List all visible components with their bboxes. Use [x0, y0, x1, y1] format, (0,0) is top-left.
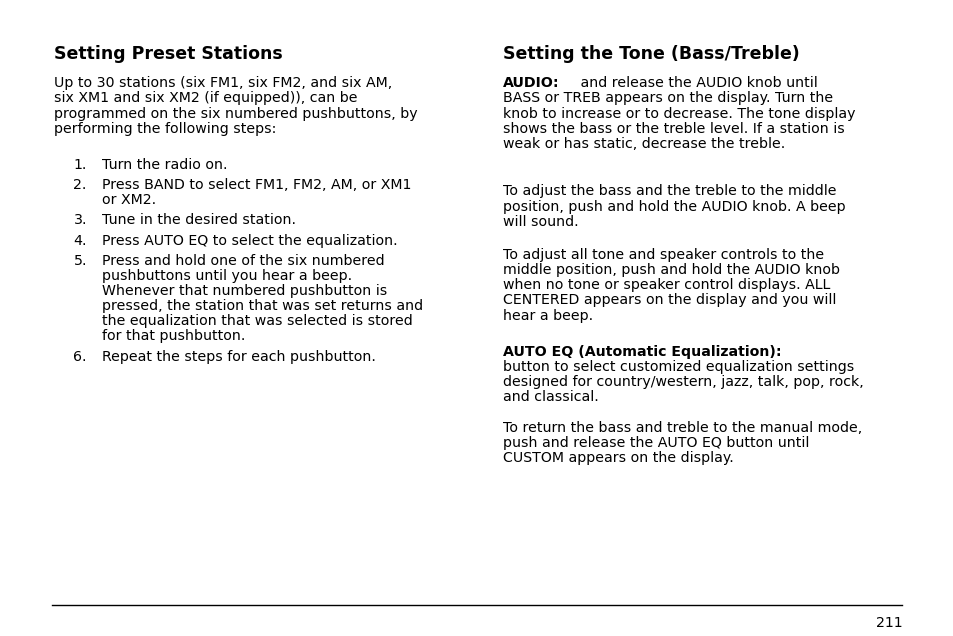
- Text: AUTO EQ (Automatic Equalization):: AUTO EQ (Automatic Equalization):: [502, 345, 781, 359]
- Text: Setting Preset Stations: Setting Preset Stations: [54, 45, 283, 62]
- Text: weak or has static, decrease the treble.: weak or has static, decrease the treble.: [502, 137, 784, 151]
- Text: 2.: 2.: [73, 178, 87, 192]
- Text: and release the AUDIO knob until: and release the AUDIO knob until: [576, 76, 817, 90]
- Text: the equalization that was selected is stored: the equalization that was selected is st…: [102, 314, 413, 328]
- Text: To adjust all tone and speaker controls to the: To adjust all tone and speaker controls …: [502, 248, 823, 262]
- Text: Repeat the steps for each pushbutton.: Repeat the steps for each pushbutton.: [102, 350, 375, 364]
- Text: pressed, the station that was set returns and: pressed, the station that was set return…: [102, 299, 423, 313]
- Text: pushbuttons until you hear a beep.: pushbuttons until you hear a beep.: [102, 269, 352, 283]
- Text: 6.: 6.: [73, 350, 87, 364]
- Text: Up to 30 stations (six FM1, six FM2, and six AM,: Up to 30 stations (six FM1, six FM2, and…: [54, 76, 393, 90]
- Text: and classical.: and classical.: [502, 390, 598, 404]
- Text: CENTERED appears on the display and you will: CENTERED appears on the display and you …: [502, 293, 835, 307]
- Text: 1.: 1.: [73, 158, 87, 172]
- Text: when no tone or speaker control displays. ALL: when no tone or speaker control displays…: [502, 279, 829, 293]
- Text: Press BAND to select FM1, FM2, AM, or XM1: Press BAND to select FM1, FM2, AM, or XM…: [102, 178, 411, 192]
- Text: 211: 211: [875, 616, 902, 630]
- Text: shows the bass or the treble level. If a station is: shows the bass or the treble level. If a…: [502, 121, 843, 135]
- Text: Turn the radio on.: Turn the radio on.: [102, 158, 228, 172]
- Text: hear a beep.: hear a beep.: [502, 308, 592, 322]
- Text: Press AUTO EQ to select the equalization.: Press AUTO EQ to select the equalization…: [102, 233, 397, 247]
- Text: Setting the Tone (Bass/Treble): Setting the Tone (Bass/Treble): [502, 45, 799, 62]
- Text: 5.: 5.: [73, 254, 87, 268]
- Text: or XM2.: or XM2.: [102, 193, 156, 207]
- Text: 4.: 4.: [73, 233, 87, 247]
- Text: will sound.: will sound.: [502, 215, 578, 229]
- Text: 3.: 3.: [73, 213, 87, 227]
- Text: knob to increase or to decrease. The tone display: knob to increase or to decrease. The ton…: [502, 107, 854, 121]
- Text: BASS or TREB appears on the display. Turn the: BASS or TREB appears on the display. Tur…: [502, 92, 832, 106]
- Text: To return the bass and treble to the manual mode,: To return the bass and treble to the man…: [502, 421, 862, 435]
- Text: To adjust the bass and the treble to the middle: To adjust the bass and the treble to the…: [502, 184, 836, 198]
- Text: Tune in the desired station.: Tune in the desired station.: [102, 213, 295, 227]
- Text: for that pushbutton.: for that pushbutton.: [102, 329, 245, 343]
- Text: middle position, push and hold the AUDIO knob: middle position, push and hold the AUDIO…: [502, 263, 839, 277]
- Text: designed for country/western, jazz, talk, pop, rock,: designed for country/western, jazz, talk…: [502, 375, 862, 389]
- Text: Whenever that numbered pushbutton is: Whenever that numbered pushbutton is: [102, 284, 387, 298]
- Text: CUSTOM appears on the display.: CUSTOM appears on the display.: [502, 452, 733, 466]
- Text: button to select customized equalization settings: button to select customized equalization…: [502, 360, 853, 374]
- Text: position, push and hold the AUDIO knob. A beep: position, push and hold the AUDIO knob. …: [502, 200, 844, 214]
- Text: performing the following steps:: performing the following steps:: [54, 121, 276, 135]
- Text: AUDIO:: AUDIO:: [502, 76, 558, 90]
- Text: programmed on the six numbered pushbuttons, by: programmed on the six numbered pushbutto…: [54, 107, 417, 121]
- Text: six XM1 and six XM2 (if equipped)), can be: six XM1 and six XM2 (if equipped)), can …: [54, 92, 357, 106]
- Text: push and release the AUTO EQ button until: push and release the AUTO EQ button unti…: [502, 436, 808, 450]
- Text: Press and hold one of the six numbered: Press and hold one of the six numbered: [102, 254, 384, 268]
